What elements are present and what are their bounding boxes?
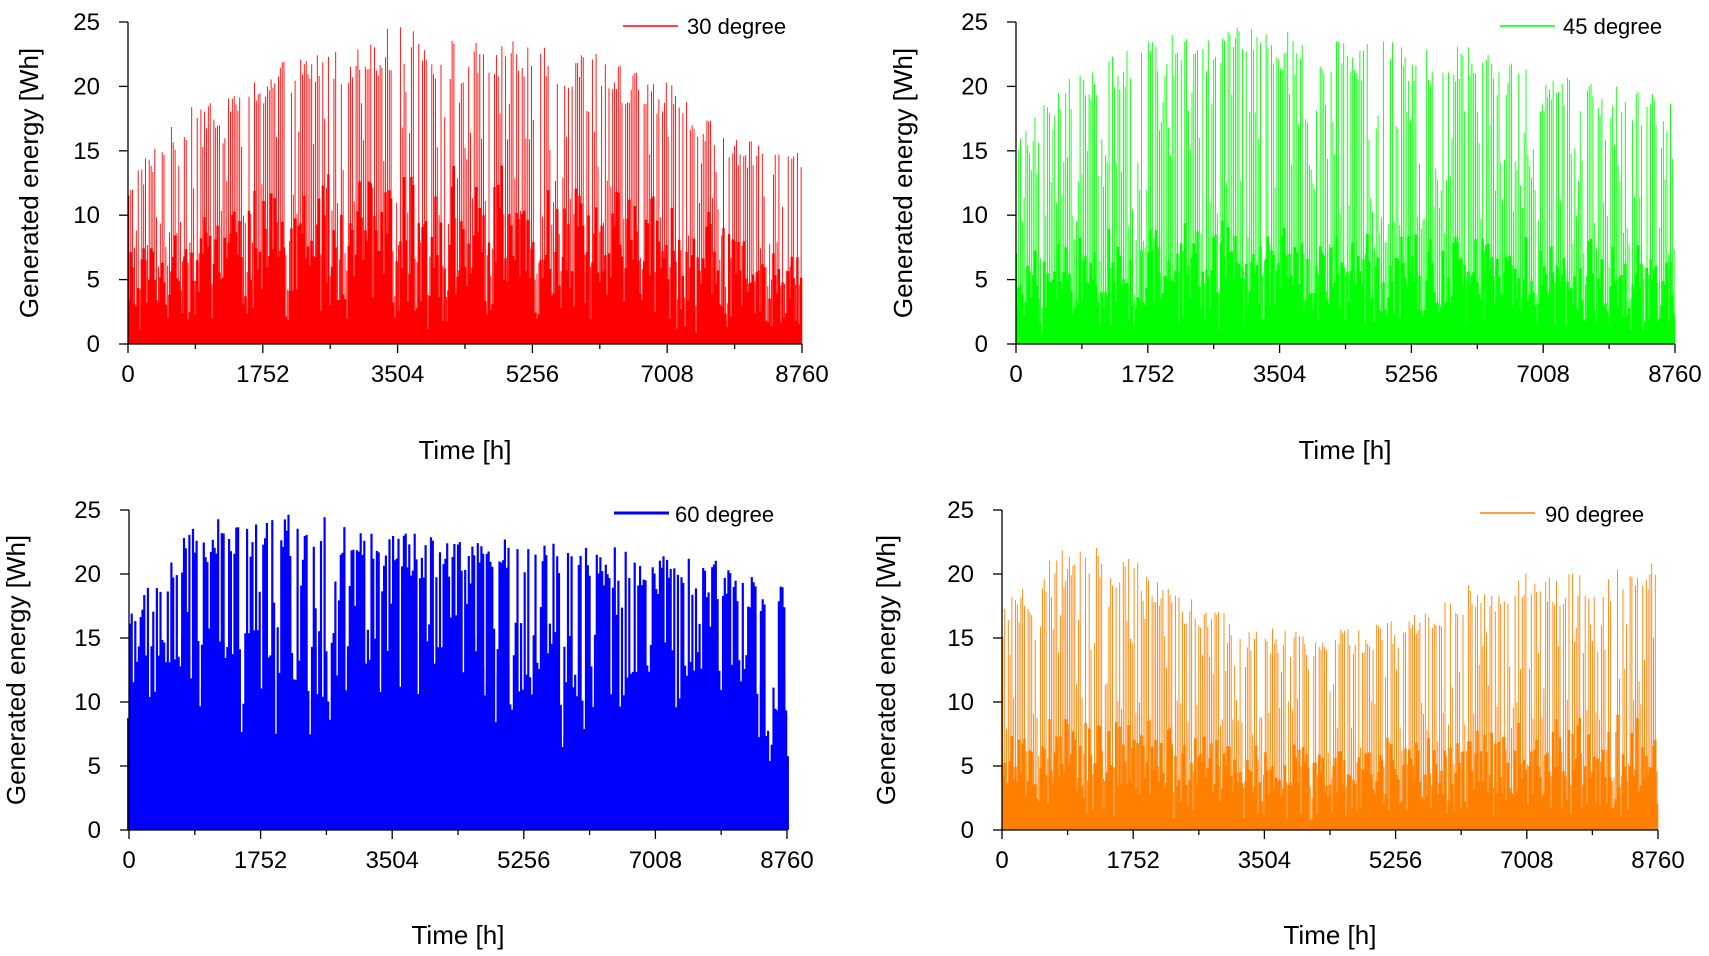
x-axis-label: Time [h] xyxy=(412,920,505,950)
y-tick-label: 15 xyxy=(947,625,974,652)
x-tick-label: 7008 xyxy=(1500,847,1553,874)
x-tick-label: 7008 xyxy=(641,361,694,388)
y-tick-label: 25 xyxy=(74,497,101,524)
y-tick-label: 15 xyxy=(961,138,988,165)
x-tick-label: 3504 xyxy=(1253,361,1306,388)
y-tick-label: 10 xyxy=(73,202,100,229)
x-tick-label: 0 xyxy=(1009,361,1022,388)
x-tick-label: 8760 xyxy=(1631,847,1684,874)
y-axis-label: Generated energy [Wh] xyxy=(871,535,901,805)
x-tick-label: 0 xyxy=(122,847,135,874)
y-tick-label: 20 xyxy=(74,561,101,588)
chart-panel-45-degree: Time [h] Generated energy [Wh] 45 degree… xyxy=(888,9,1702,465)
x-tick-label: 5256 xyxy=(497,847,550,874)
y-tick-label: 5 xyxy=(87,267,100,294)
y-tick-label: 10 xyxy=(947,689,974,716)
x-tick-label: 7008 xyxy=(629,847,682,874)
chart-panel-90-degree: Time [h] Generated energy [Wh] 90 degree… xyxy=(871,497,1685,950)
y-tick-label: 10 xyxy=(74,689,101,716)
y-tick-label: 20 xyxy=(947,561,974,588)
legend-label-30-degree: 30 degree xyxy=(687,14,786,39)
x-tick-label: 3504 xyxy=(1238,847,1291,874)
y-tick-label: 15 xyxy=(74,625,101,652)
legend-label-60-degree: 60 degree xyxy=(675,502,774,527)
x-tick-label: 1752 xyxy=(1107,847,1160,874)
x-tick-label: 5256 xyxy=(506,361,559,388)
y-tick-label: 20 xyxy=(961,73,988,100)
x-tick-label: 3504 xyxy=(366,847,419,874)
y-axis-label: Generated energy [Wh] xyxy=(888,48,918,318)
y-tick-label: 15 xyxy=(73,138,100,165)
plot-area xyxy=(1001,548,1659,830)
y-tick-label: 5 xyxy=(975,267,988,294)
x-tick-label: 0 xyxy=(121,361,134,388)
y-tick-label: 0 xyxy=(975,331,988,358)
plot-area xyxy=(127,514,789,830)
x-tick-label: 5256 xyxy=(1369,847,1422,874)
x-tick-label: 1752 xyxy=(1121,361,1174,388)
legend-label-90-degree: 90 degree xyxy=(1545,502,1644,527)
y-tick-label: 5 xyxy=(961,753,974,780)
y-tick-label: 25 xyxy=(947,497,974,524)
y-tick-label: 0 xyxy=(87,331,100,358)
legend-label-45-degree: 45 degree xyxy=(1563,14,1662,39)
x-axis-label: Time [h] xyxy=(1299,435,1392,465)
x-tick-label: 3504 xyxy=(371,361,424,388)
y-tick-label: 0 xyxy=(961,817,974,844)
chart-panel-60-degree: Time [h] Generated energy [Wh] 60 degree… xyxy=(1,497,814,950)
x-tick-label: 8760 xyxy=(760,847,813,874)
y-tick-label: 10 xyxy=(961,202,988,229)
y-tick-label: 20 xyxy=(73,73,100,100)
x-axis-label: Time [h] xyxy=(1284,920,1377,950)
x-tick-label: 7008 xyxy=(1517,361,1570,388)
x-tick-label: 8760 xyxy=(775,361,828,388)
x-tick-label: 0 xyxy=(995,847,1008,874)
x-tick-label: 8760 xyxy=(1648,361,1701,388)
x-tick-label: 5256 xyxy=(1385,361,1438,388)
x-tick-label: 1752 xyxy=(234,847,287,874)
y-tick-label: 25 xyxy=(961,9,988,36)
x-tick-label: 1752 xyxy=(236,361,289,388)
y-tick-label: 0 xyxy=(88,817,101,844)
chart-panel-30-degree: Time [h] Generated energy [Wh] 30 degree… xyxy=(14,9,829,465)
plot-area xyxy=(1015,27,1676,344)
y-tick-label: 25 xyxy=(73,9,100,36)
y-tick-label: 5 xyxy=(88,753,101,780)
y-axis-label: Generated energy [Wh] xyxy=(14,48,44,318)
x-axis-label: Time [h] xyxy=(419,435,512,465)
y-axis-label: Generated energy [Wh] xyxy=(1,535,31,805)
plot-area xyxy=(127,27,803,344)
